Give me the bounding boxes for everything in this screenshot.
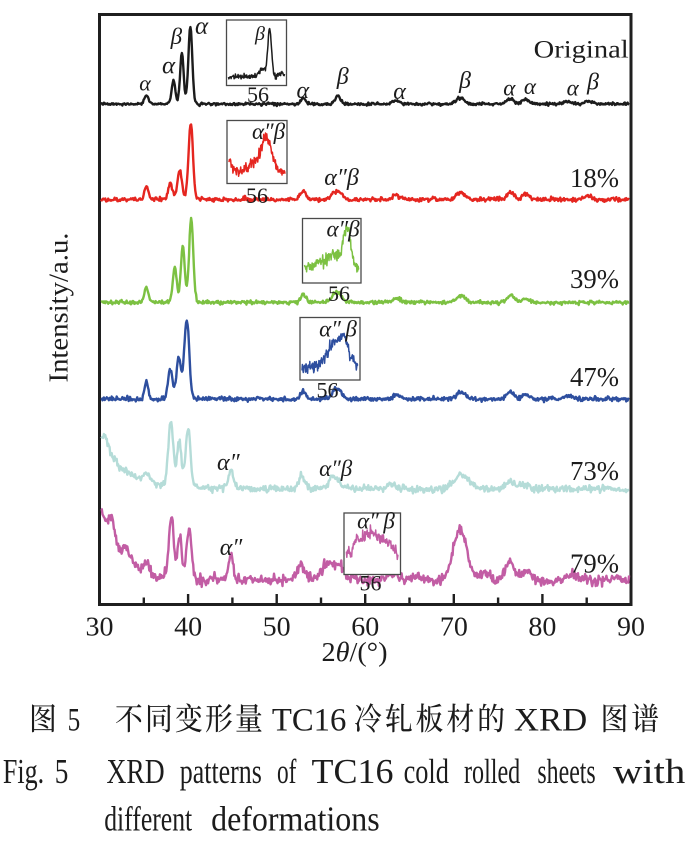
svg-text:90: 90 (617, 611, 645, 641)
svg-text:56: 56 (317, 378, 339, 403)
svg-text:α: α (195, 13, 209, 40)
svg-text:5: 5 (55, 752, 69, 791)
svg-text:73%: 73% (570, 455, 619, 486)
svg-text:Fig.: Fig. (3, 752, 44, 791)
svg-text:cold: cold (404, 752, 450, 791)
svg-text:α″β: α″β (252, 119, 286, 144)
svg-text:α″β: α″β (326, 217, 360, 242)
svg-text:60: 60 (351, 611, 379, 641)
svg-text:39%: 39% (570, 263, 619, 294)
svg-text:18%: 18% (570, 162, 619, 193)
svg-text:40: 40 (174, 611, 202, 641)
svg-text:56: 56 (247, 82, 269, 107)
svg-text:α: α (524, 74, 537, 99)
svg-text:TC16: TC16 (272, 702, 347, 738)
svg-text:56: 56 (246, 183, 268, 208)
svg-text:β: β (458, 68, 471, 94)
svg-text:β: β (336, 64, 349, 90)
svg-text:α: α (296, 78, 309, 104)
svg-text:α″: α″ (217, 450, 241, 476)
svg-text:56: 56 (328, 281, 350, 306)
svg-text:Original: Original (534, 34, 629, 63)
svg-text:rolled: rolled (464, 752, 521, 791)
svg-text:sheets: sheets (537, 752, 595, 791)
svg-text:30: 30 (86, 611, 114, 641)
svg-text:with: with (613, 752, 686, 791)
svg-text:α: α (393, 79, 406, 105)
svg-text:α: α (567, 76, 580, 101)
svg-text:50: 50 (263, 611, 291, 641)
svg-text:2θ/(°): 2θ/(°) (322, 637, 388, 667)
svg-text:XRD: XRD (514, 702, 587, 738)
svg-text:80: 80 (528, 611, 556, 641)
svg-text:TC16: TC16 (312, 752, 394, 791)
svg-text:different: different (104, 800, 192, 839)
svg-text:α″β: α″β (319, 456, 353, 481)
svg-text:α: α (503, 75, 516, 100)
svg-text:Intensity/a.u.: Intensity/a.u. (44, 233, 74, 383)
svg-text:β: β (586, 70, 599, 96)
svg-text:β: β (170, 24, 183, 49)
svg-text:of: of (277, 752, 297, 791)
svg-text:α″β: α″β (324, 165, 359, 191)
svg-text:α: α (162, 53, 176, 80)
svg-text:deformations: deformations (211, 800, 380, 839)
svg-text:β: β (254, 23, 265, 45)
svg-text:70: 70 (440, 611, 468, 641)
svg-text:patterns: patterns (180, 752, 262, 791)
svg-text:α: α (139, 71, 151, 96)
svg-text:5: 5 (68, 702, 81, 738)
svg-text:47%: 47% (570, 361, 619, 392)
svg-text:α″ β: α″ β (319, 317, 357, 342)
svg-text:XRD: XRD (107, 752, 165, 791)
svg-text:α″: α″ (220, 535, 244, 561)
svg-text:α″ β: α″ β (357, 509, 395, 534)
svg-text:79%: 79% (570, 548, 619, 579)
svg-text:56: 56 (360, 571, 382, 596)
